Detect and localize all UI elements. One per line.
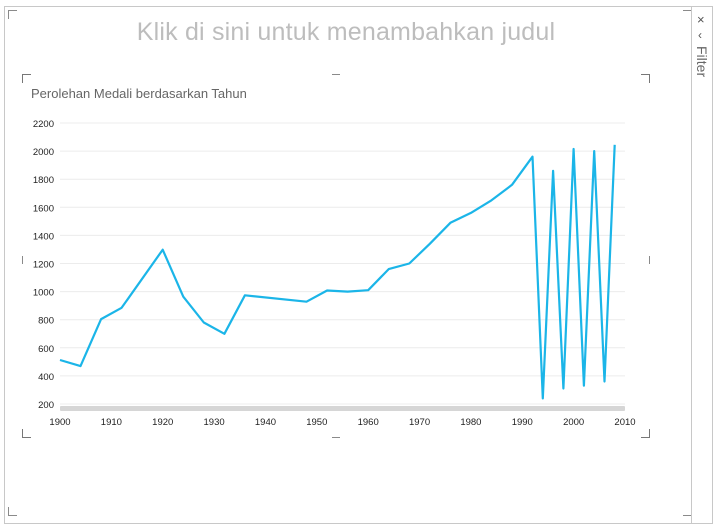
filter-pane-label[interactable]: Filter (694, 46, 710, 78)
visual-handle-left-middle[interactable] (22, 256, 23, 264)
visual-handle-top-middle[interactable] (332, 74, 340, 75)
x-tick-label: 2010 (614, 417, 635, 428)
x-tick-label: 1980 (460, 417, 481, 428)
series-line (59, 144, 616, 400)
y-tick-label: 1200 (33, 260, 54, 271)
visual-handle-bottom-right[interactable] (641, 429, 650, 438)
filter-pane[interactable]: × ‹ Filter (691, 6, 713, 524)
visual-handle-bottom-left[interactable] (22, 429, 31, 438)
frame-corner-bottom-left (8, 507, 17, 516)
x-axis-scrollbar (60, 406, 625, 411)
visual-handle-bottom-middle[interactable] (332, 437, 340, 438)
y-tick-label: 1000 (33, 288, 54, 299)
x-tick-label: 1900 (49, 417, 70, 428)
frame-corner-top-left (8, 10, 17, 19)
y-tick-label: 1400 (33, 231, 54, 242)
page-frame (4, 6, 713, 524)
visual-handle-top-right[interactable] (641, 74, 650, 83)
chevron-left-icon[interactable]: ‹ (698, 28, 702, 42)
x-tick-label: 1910 (101, 417, 122, 428)
y-tick-label: 200 (38, 400, 54, 411)
x-tick-label: 1950 (306, 417, 327, 428)
report-title-placeholder[interactable]: Klik di sini untuk menambahkan judul (136, 18, 556, 46)
y-tick-label: 600 (38, 344, 54, 355)
y-tick-label: 800 (38, 316, 54, 327)
y-tick-label: 1800 (33, 175, 54, 186)
x-tick-label: 2000 (563, 417, 584, 428)
x-tick-label: 1920 (152, 417, 173, 428)
y-tick-label: 2000 (33, 147, 54, 158)
x-tick-label: 1970 (409, 417, 430, 428)
y-tick-label: 400 (38, 372, 54, 383)
visual-handle-top-left[interactable] (22, 74, 31, 83)
x-tick-label: 1930 (204, 417, 225, 428)
y-tick-label: 1600 (33, 203, 54, 214)
y-tick-label: 2200 (33, 119, 54, 130)
x-tick-label: 1960 (358, 417, 379, 428)
line-chart-visual[interactable] (22, 74, 650, 438)
chart-title: Perolehan Medali berdasarkan Tahun (31, 86, 247, 101)
visual-handle-right-middle[interactable] (649, 256, 650, 264)
x-tick-label: 1940 (255, 417, 276, 428)
close-icon[interactable]: × (697, 12, 705, 27)
x-tick-label: 1990 (512, 417, 533, 428)
